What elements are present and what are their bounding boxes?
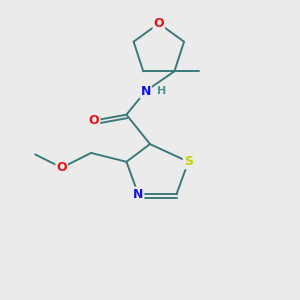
- Text: N: N: [140, 85, 151, 98]
- Text: N: N: [133, 188, 143, 201]
- Text: O: O: [56, 161, 67, 174]
- Text: O: O: [154, 17, 164, 30]
- Text: O: O: [89, 114, 99, 127]
- Text: H: H: [157, 86, 167, 96]
- Text: S: S: [184, 155, 193, 168]
